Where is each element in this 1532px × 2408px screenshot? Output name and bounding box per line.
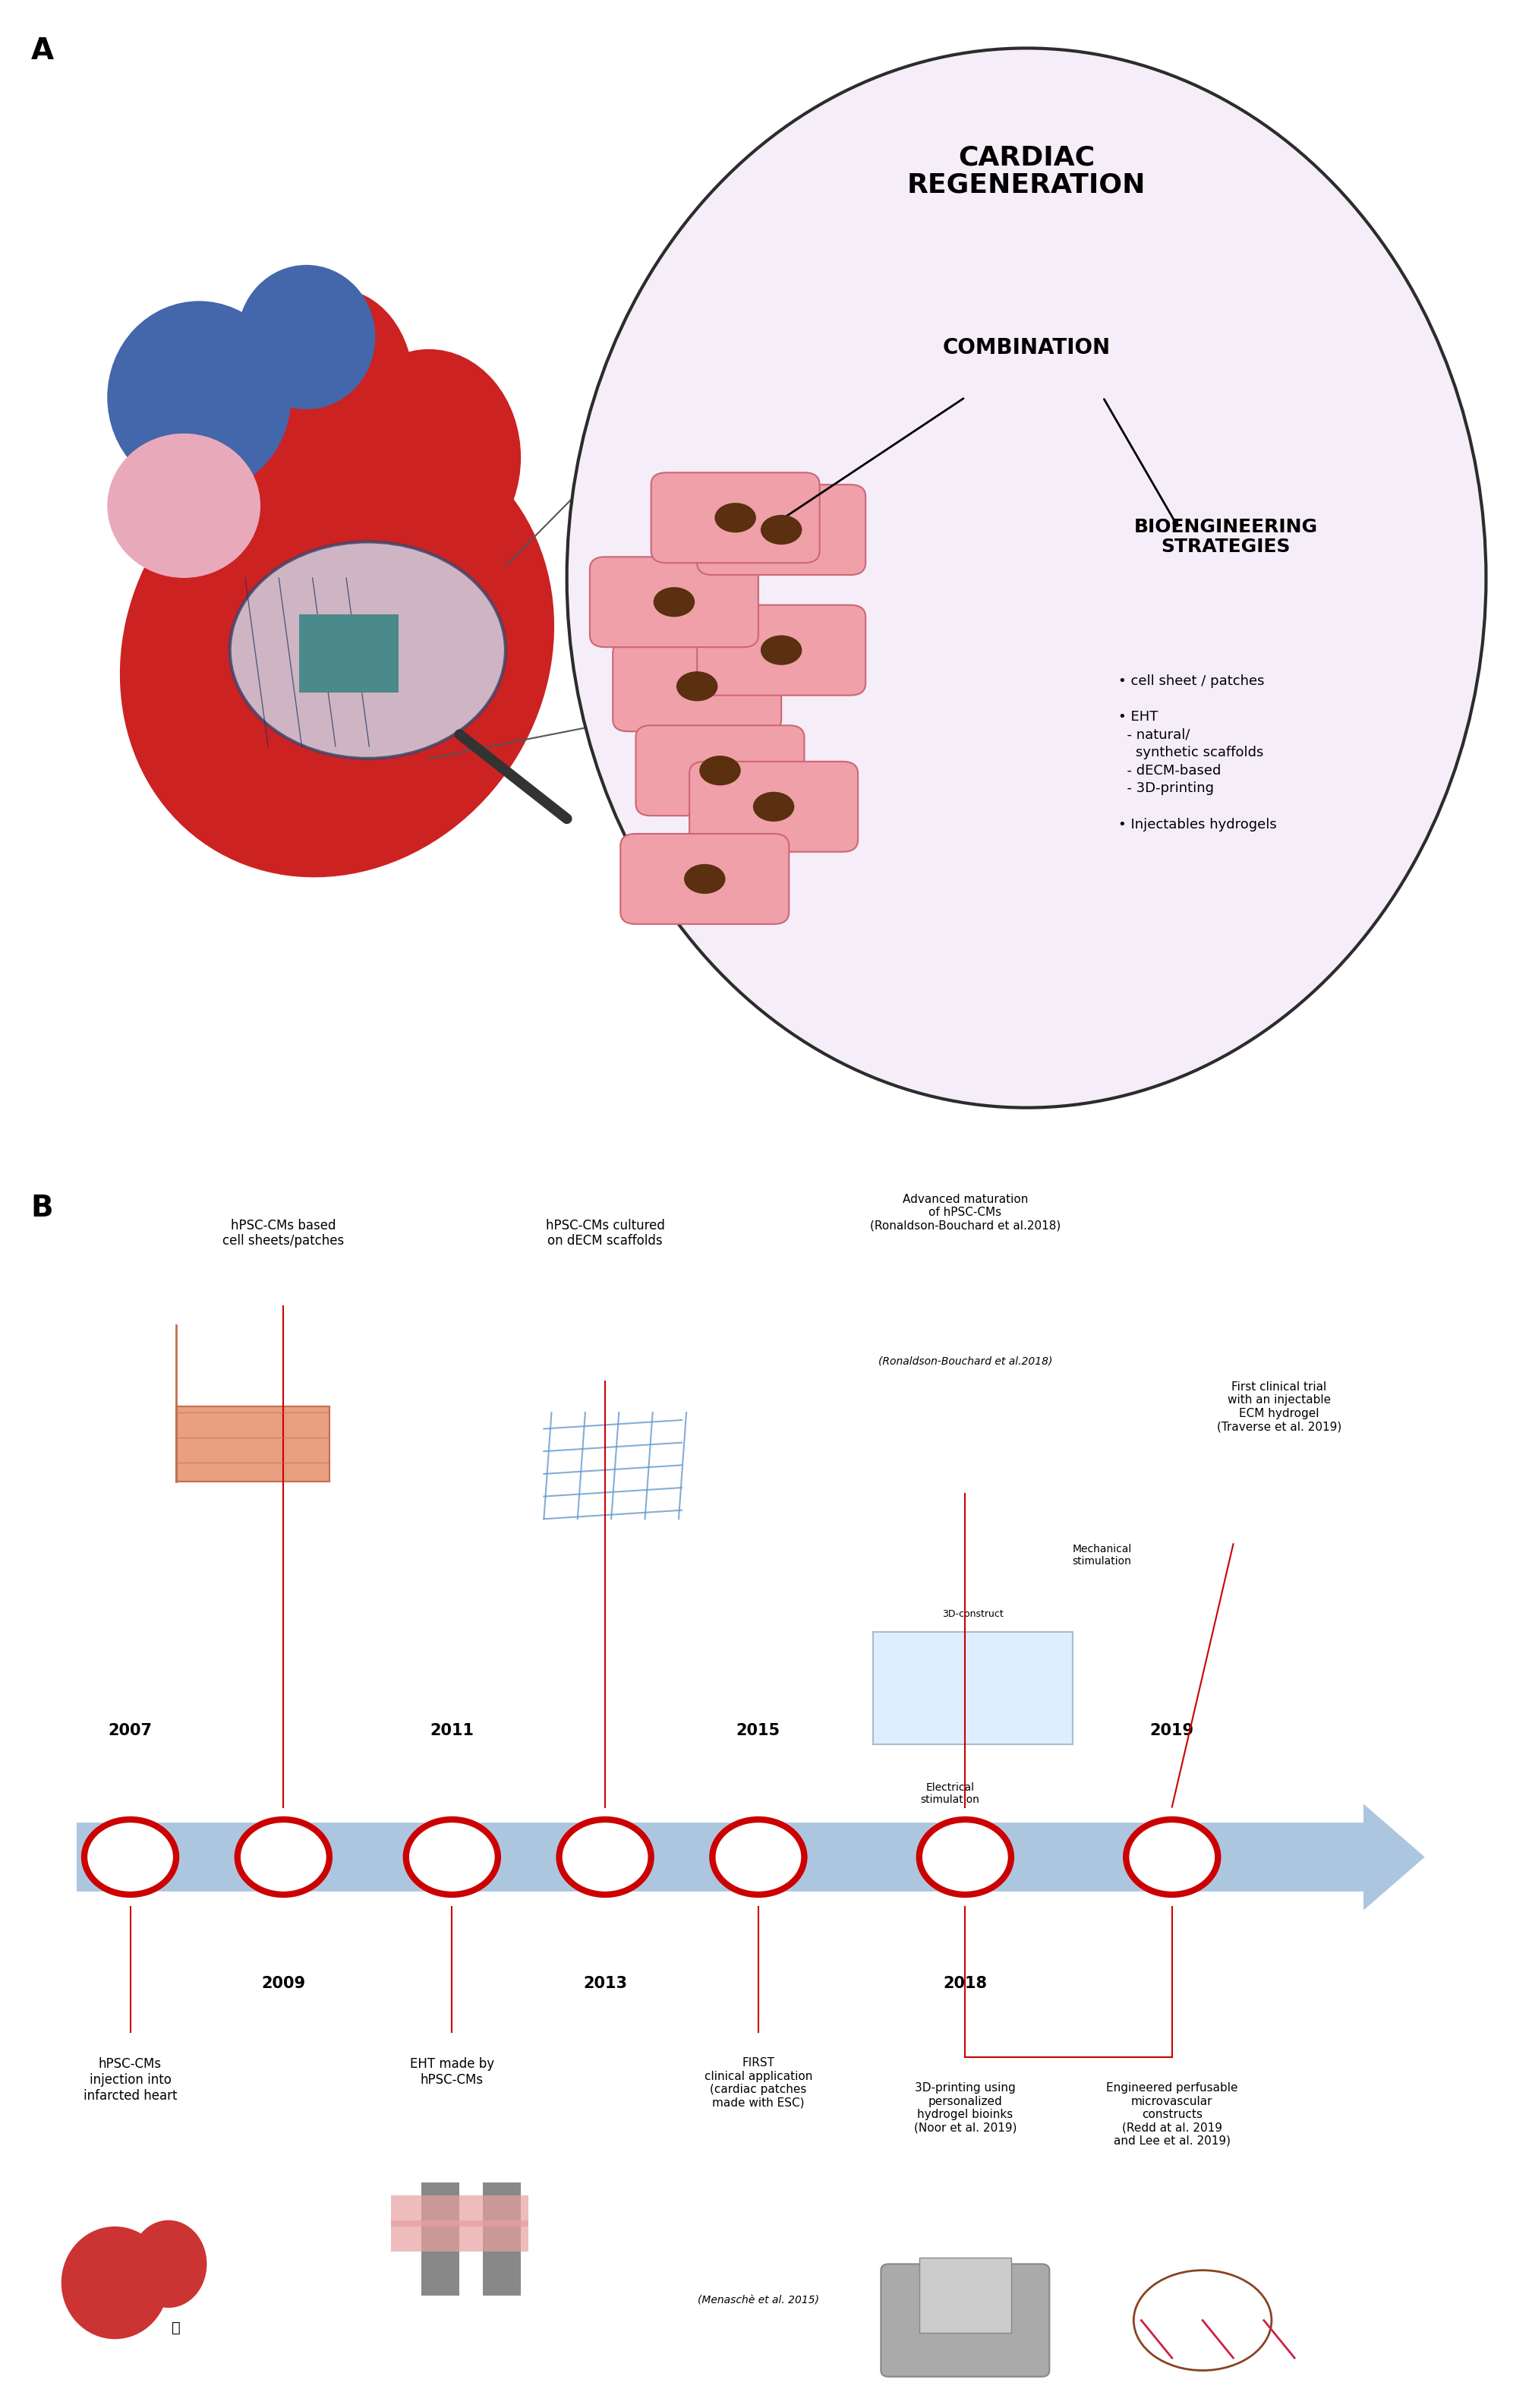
Text: (Menaschè et al. 2015): (Menaschè et al. 2015) [697, 2295, 820, 2307]
Text: hPSC-CMs cultured
on dECM scaffolds: hPSC-CMs cultured on dECM scaffolds [545, 1218, 665, 1247]
Ellipse shape [107, 301, 291, 494]
FancyBboxPatch shape [391, 2220, 529, 2251]
Text: 2013: 2013 [584, 1977, 627, 1991]
Circle shape [919, 1820, 1011, 1895]
Ellipse shape [61, 2227, 169, 2338]
Text: COMBINATION: COMBINATION [942, 337, 1111, 359]
Ellipse shape [760, 515, 803, 544]
Text: Advanced maturation
of hPSC-CMs
(Ronaldson-Bouchard et al.2018): Advanced maturation of hPSC-CMs (Ronalds… [870, 1194, 1060, 1230]
FancyBboxPatch shape [873, 1633, 1072, 1743]
FancyBboxPatch shape [697, 484, 866, 576]
Text: Engineered perfusable
microvascular
constructs
(Redd at al. 2019
and Lee et al. : Engineered perfusable microvascular cons… [1106, 2083, 1238, 2146]
Circle shape [237, 1820, 329, 1895]
FancyBboxPatch shape [613, 641, 781, 732]
FancyBboxPatch shape [421, 2182, 460, 2295]
Text: 3D-construct: 3D-construct [942, 1609, 1003, 1618]
Text: hPSC-CMs
injection into
infarcted heart: hPSC-CMs injection into infarcted heart [83, 2056, 178, 2102]
Ellipse shape [653, 588, 696, 616]
FancyBboxPatch shape [299, 614, 398, 694]
FancyBboxPatch shape [620, 833, 789, 925]
Circle shape [84, 1820, 176, 1895]
FancyBboxPatch shape [636, 725, 804, 816]
Circle shape [406, 1820, 498, 1895]
Text: First clinical trial
with an injectable
ECM hydrogel
(Traverse et al. 2019): First clinical trial with an injectable … [1216, 1382, 1342, 1433]
FancyBboxPatch shape [697, 604, 866, 696]
FancyBboxPatch shape [391, 2196, 529, 2227]
Text: A: A [31, 36, 54, 65]
FancyBboxPatch shape [919, 2259, 1011, 2333]
FancyBboxPatch shape [689, 761, 858, 852]
FancyBboxPatch shape [651, 472, 820, 563]
Ellipse shape [119, 424, 555, 877]
Text: (Ronaldson-Bouchard et al.2018): (Ronaldson-Bouchard et al.2018) [878, 1356, 1052, 1368]
Text: BIOENGINEERING
STRATEGIES: BIOENGINEERING STRATEGIES [1134, 518, 1318, 556]
Ellipse shape [337, 349, 521, 566]
Circle shape [712, 1820, 804, 1895]
Ellipse shape [714, 503, 757, 532]
Text: EHT made by
hPSC-CMs: EHT made by hPSC-CMs [409, 2056, 495, 2088]
Text: Electrical
stimulation: Electrical stimulation [921, 1782, 979, 1806]
Circle shape [559, 1820, 651, 1895]
FancyBboxPatch shape [881, 2264, 1049, 2377]
Text: 3D-printing using
personalized
hydrogel bioinks
(Noor et al. 2019): 3D-printing using personalized hydrogel … [913, 2083, 1017, 2133]
Text: 💉: 💉 [172, 2321, 181, 2336]
Ellipse shape [754, 792, 795, 821]
Circle shape [1126, 1820, 1218, 1895]
Text: Mechanical
stimulation: Mechanical stimulation [1072, 1544, 1132, 1568]
Text: 2019: 2019 [1151, 1722, 1193, 1739]
Ellipse shape [107, 433, 260, 578]
Text: • cell sheet / patches

• EHT
  - natural/
    synthetic scaffolds
  - dECM-base: • cell sheet / patches • EHT - natural/ … [1118, 674, 1276, 831]
FancyBboxPatch shape [590, 556, 758, 648]
FancyBboxPatch shape [483, 2182, 521, 2295]
Ellipse shape [760, 636, 803, 665]
Ellipse shape [567, 48, 1486, 1108]
Text: 2011: 2011 [430, 1722, 473, 1739]
Text: hPSC-CMs based
cell sheets/patches: hPSC-CMs based cell sheets/patches [222, 1218, 345, 1247]
FancyBboxPatch shape [176, 1406, 329, 1481]
Ellipse shape [130, 2220, 207, 2307]
FancyArrow shape [77, 1804, 1425, 1910]
Text: CARDIAC
REGENERATION: CARDIAC REGENERATION [907, 144, 1146, 197]
Text: 2015: 2015 [737, 1722, 780, 1739]
Text: 2018: 2018 [944, 1977, 987, 1991]
Text: 2007: 2007 [109, 1722, 152, 1739]
Text: FIRST
clinical application
(cardiac patches
made with ESC): FIRST clinical application (cardiac patc… [705, 2056, 812, 2109]
Ellipse shape [699, 756, 741, 785]
Text: 2009: 2009 [262, 1977, 305, 1991]
Text: B: B [31, 1194, 54, 1223]
FancyArrowPatch shape [78, 1845, 1485, 1869]
Ellipse shape [683, 864, 726, 893]
Circle shape [230, 542, 506, 759]
Ellipse shape [237, 265, 375, 409]
Ellipse shape [677, 672, 717, 701]
Ellipse shape [260, 289, 414, 482]
Text: hPSC-CMs: hPSC-CMs [697, 518, 804, 537]
